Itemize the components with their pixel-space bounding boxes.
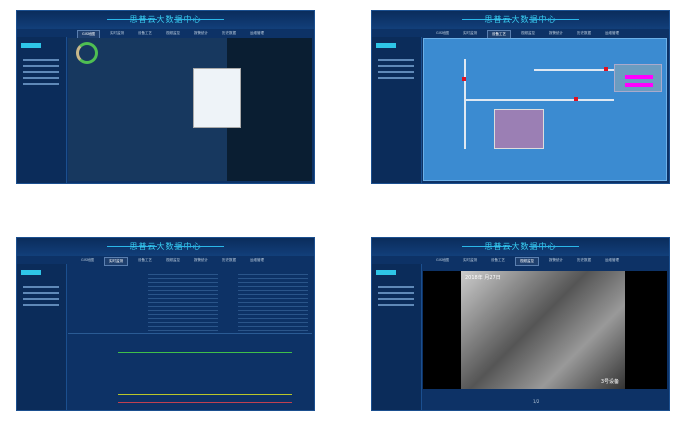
app-title: 思普云大数据中心	[484, 242, 557, 251]
header: 思普云大数据中心	[17, 11, 314, 29]
sidebar	[372, 264, 422, 410]
series-line	[118, 394, 292, 395]
tree-item[interactable]	[23, 292, 59, 294]
tab-3[interactable]: 设备工艺	[490, 258, 505, 262]
tree-item[interactable]	[23, 71, 59, 73]
pipe	[534, 69, 614, 71]
sidebar-tab[interactable]	[21, 43, 41, 48]
tab-4[interactable]: 视频监控	[165, 31, 180, 35]
video-timestamp: 2018年 月27日	[465, 275, 501, 281]
tab-gis[interactable]: GIS地图	[81, 258, 94, 262]
camera-frame: 2018年 月27日 3号设备	[461, 271, 625, 389]
sidebar	[17, 264, 67, 410]
tab-2[interactable]: 实时监测	[462, 258, 477, 262]
tree-item[interactable]	[378, 286, 414, 288]
nav-bar: GIS地图 实时监测 设备工艺 视频监控 报警统计 历史数据 运维管理	[432, 257, 623, 266]
app-title: 思普云大数据中心	[129, 242, 202, 251]
tab-4[interactable]: 视频监控	[165, 258, 180, 262]
map-view[interactable]	[68, 38, 312, 181]
tree-item[interactable]	[378, 65, 414, 67]
tab-3[interactable]: 设备工艺	[137, 31, 152, 35]
tab-7[interactable]: 运维管理	[249, 31, 264, 35]
valve-icon[interactable]	[574, 97, 578, 101]
screenshot-gis-map: 思普云大数据中心 GIS地图 实时监测 设备工艺 视频监控 报警统计 历史数据 运维管理	[16, 10, 315, 184]
tab-6[interactable]: 历史数据	[576, 31, 591, 35]
pipe	[464, 99, 614, 101]
series-line	[118, 352, 292, 353]
tab-7[interactable]: 运维管理	[249, 258, 264, 262]
screenshot-process-diagram: 思普云大数据中心 GIS地图 实时监测 设备工艺 视频监控 报警统计 历史数据 运维管理	[371, 10, 670, 184]
tree-item[interactable]	[23, 304, 59, 306]
tab-7[interactable]: 运维管理	[604, 258, 619, 262]
screenshot-realtime-monitor: 思普云大数据中心 GIS地图 实时监测 设备工艺 视频监控 报警统计 历史数据 运维管理	[16, 237, 315, 411]
tree-item[interactable]	[23, 59, 59, 61]
tab-2[interactable]: 实时监测	[109, 31, 124, 35]
tab-5[interactable]: 报警统计	[548, 31, 563, 35]
data-table	[148, 271, 218, 331]
valve-icon[interactable]	[462, 77, 466, 81]
tab-4[interactable]: 视频监控	[520, 31, 535, 35]
tab-5[interactable]: 报警统计	[193, 258, 208, 262]
pagination[interactable]: 1/2	[533, 399, 540, 404]
data-table	[238, 271, 308, 331]
tree-item[interactable]	[23, 286, 59, 288]
tab-4[interactable]: 视频监控	[514, 257, 539, 266]
info-box	[614, 64, 662, 92]
device-popup[interactable]	[193, 68, 241, 128]
video-content: 2018年 月27日 3号设备 1/2	[423, 265, 667, 408]
value-field	[625, 75, 653, 79]
screenshot-video-monitor: 思普云大数据中心 GIS地图 实时监测 设备工艺 视频监控 报警统计 历史数据 运维管理 2…	[371, 237, 670, 411]
value-field	[625, 83, 653, 87]
tree-item[interactable]	[378, 298, 414, 300]
tree-item[interactable]	[378, 292, 414, 294]
app-title: 思普云大数据中心	[484, 15, 557, 24]
trend-chart	[68, 333, 312, 408]
tree-item[interactable]	[378, 71, 414, 73]
app-title: 思普云大数据中心	[129, 15, 202, 24]
header: 思普云大数据中心	[372, 11, 669, 29]
header: 思普云大数据中心	[17, 238, 314, 256]
tree-item[interactable]	[23, 298, 59, 300]
nav-bar: GIS地图 实时监测 设备工艺 视频监控 报警统计 历史数据 运维管理	[77, 257, 268, 266]
tab-gis[interactable]: GIS地图	[436, 31, 449, 35]
tree-item[interactable]	[23, 65, 59, 67]
tree-item[interactable]	[378, 59, 414, 61]
tree-item[interactable]	[378, 304, 414, 306]
monitor-content	[68, 265, 312, 408]
tab-6[interactable]: 历史数据	[221, 258, 236, 262]
video-device-label: 3号设备	[600, 379, 619, 385]
tab-2[interactable]: 实时监测	[103, 257, 128, 266]
sidebar-tab[interactable]	[376, 43, 396, 48]
tree-item[interactable]	[23, 77, 59, 79]
status-ring-gauge	[76, 42, 98, 64]
tree-item[interactable]	[23, 83, 59, 85]
tab-gis[interactable]: GIS地图	[436, 258, 449, 262]
process-diagram	[423, 38, 667, 181]
sidebar	[17, 37, 67, 183]
tab-6[interactable]: 历史数据	[221, 31, 236, 35]
tab-5[interactable]: 报警统计	[193, 31, 208, 35]
sidebar	[372, 37, 422, 183]
tab-6[interactable]: 历史数据	[576, 258, 591, 262]
valve-icon[interactable]	[604, 67, 608, 71]
tab-5[interactable]: 报警统计	[548, 258, 563, 262]
series-line	[118, 402, 292, 403]
tree-item[interactable]	[378, 77, 414, 79]
tab-2[interactable]: 实时监测	[462, 31, 477, 35]
sidebar-tab[interactable]	[376, 270, 396, 275]
sidebar-tab[interactable]	[21, 270, 41, 275]
video-player[interactable]: 2018年 月27日 3号设备	[423, 271, 667, 389]
tab-3[interactable]: 设备工艺	[137, 258, 152, 262]
tab-7[interactable]: 运维管理	[604, 31, 619, 35]
pipe	[464, 59, 466, 149]
header: 思普云大数据中心	[372, 238, 669, 256]
tank	[494, 109, 544, 149]
